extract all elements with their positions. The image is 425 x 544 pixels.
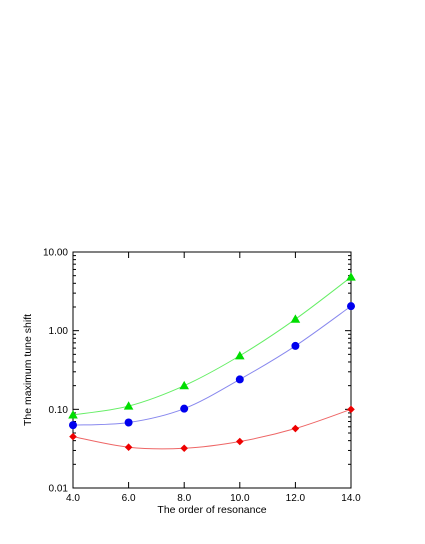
x-axis-title: The order of resonance: [157, 504, 266, 516]
data-point-circle: [347, 302, 355, 311]
plot-frame: [72, 251, 352, 489]
data-point-circle: [235, 375, 244, 384]
data-point-diamond: [124, 443, 133, 452]
x-tick-label: 10.0: [230, 493, 250, 504]
x-tick-label: 6.0: [122, 493, 136, 504]
x-tick-label: 14.0: [341, 493, 361, 504]
data-point-diamond: [236, 437, 244, 446]
data-point-triangle: [290, 314, 301, 323]
series-line-diamond: [72, 408, 352, 450]
x-tick-label: 12.0: [286, 493, 306, 504]
ticks-layer: [72, 251, 352, 489]
data-point-circle: [180, 404, 189, 413]
data-point-triangle: [235, 350, 245, 360]
y-tick-label: 1.00: [49, 326, 69, 337]
series-line-triangle: [72, 276, 352, 416]
data-point-circle: [69, 421, 77, 430]
series-line-circle: [72, 305, 352, 426]
data-point-diamond: [347, 405, 355, 414]
data-point-triangle: [123, 401, 134, 410]
data-point-circle: [291, 341, 300, 350]
y-tick-label: 0.01: [49, 484, 69, 495]
data-point-diamond: [180, 444, 188, 453]
data-point-triangle: [179, 380, 189, 390]
data-point-diamond: [69, 432, 77, 441]
x-tick-label: 8.0: [177, 493, 191, 504]
x-tick-label: 4.0: [66, 493, 80, 504]
labels-layer: 4.0 6.0 8.0 10.0 12.0 14.0 0.01 0.10 1.00 10.00: [43, 248, 361, 505]
data-point-triangle: [68, 410, 78, 419]
y-tick-label: 10.00: [43, 248, 68, 259]
data-point-diamond: [291, 424, 300, 433]
data-point-circle: [124, 418, 133, 427]
y-tick-label: 0.10: [49, 405, 69, 416]
series-layer: [68, 272, 356, 453]
y-axis-title: The maximum tune shift: [22, 314, 34, 426]
data-point-triangle: [346, 272, 356, 281]
